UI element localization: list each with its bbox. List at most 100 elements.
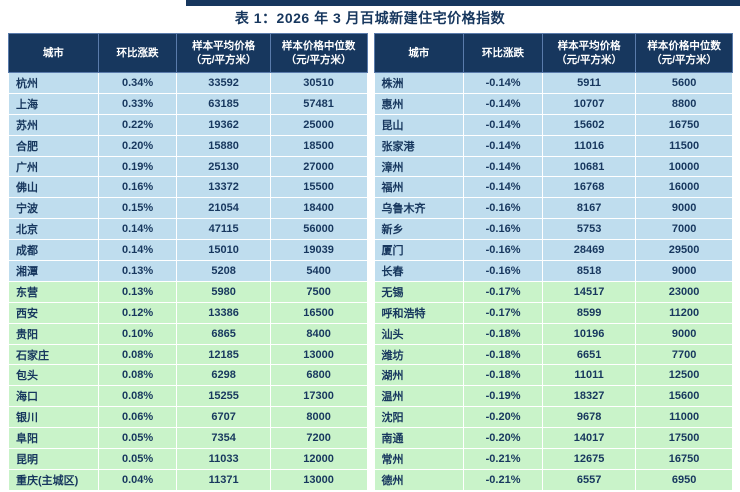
table-row: 沈阳 -0.20% 9678 11000 [373,406,733,429]
avg-price-cell: 8518 [541,260,637,282]
change-cell: 0.13% [97,260,178,282]
avg-price-cell: 15010 [176,239,271,262]
city-cell: 长春 [373,260,465,282]
avg-price-cell: 5208 [176,260,271,282]
table-row: 苏州 0.22% 19362 25000 [8,113,368,136]
change-cell: -0.16% [463,197,543,220]
table-row: 北京 0.14% 47115 56000 [8,218,368,241]
city-cell: 石家庄 [8,343,99,366]
median-price-cell: 25000 [269,113,368,136]
city-cell: 汕头 [373,322,465,345]
city-cell: 沈阳 [373,406,465,429]
city-cell: 北京 [8,218,99,241]
change-cell: -0.14% [463,113,543,136]
median-price-cell: 9000 [635,260,733,282]
avg-price-cell: 6651 [541,343,637,366]
table-row: 昆明 0.05% 11033 12000 [8,448,368,470]
column-header: 样本价格中位数 （元/平方米） [635,33,733,73]
avg-price-cell: 11016 [541,134,637,157]
median-price-cell: 11500 [635,134,733,157]
avg-price-cell: 8599 [541,301,637,324]
city-cell: 湘潭 [8,260,99,282]
median-price-cell: 12000 [269,448,368,470]
change-cell: -0.18% [463,343,543,366]
median-price-cell: 17500 [635,427,733,450]
city-cell: 南通 [373,427,465,450]
avg-price-cell: 16768 [541,176,637,199]
avg-price-cell: 5980 [176,280,271,303]
city-cell: 东营 [8,280,99,303]
median-price-cell: 8000 [269,406,368,429]
change-cell: 0.15% [97,197,178,220]
median-price-cell: 11200 [635,301,733,324]
city-cell: 惠州 [373,92,465,115]
city-cell: 重庆(主城区) [8,468,99,491]
median-price-cell: 56000 [269,218,368,241]
median-price-cell: 9000 [635,197,733,220]
change-cell: -0.18% [463,322,543,345]
city-cell: 漳州 [373,155,465,178]
change-cell: 0.06% [97,406,178,429]
table-row: 包头 0.08% 6298 6800 [8,364,368,387]
median-price-cell: 10000 [635,155,733,178]
change-cell: 0.13% [97,280,178,303]
change-cell: 0.14% [97,218,178,241]
median-price-cell: 7700 [635,343,733,366]
avg-price-cell: 12185 [176,343,271,366]
table-row: 株洲 -0.14% 5911 5600 [373,72,733,94]
median-price-cell: 17300 [269,385,368,408]
city-cell: 海口 [8,385,99,408]
table-row: 常州 -0.21% 12675 16750 [373,448,733,470]
median-price-cell: 7200 [269,427,368,450]
avg-price-cell: 14017 [541,427,637,450]
table-row: 新乡 -0.16% 5753 7000 [373,218,733,241]
avg-price-cell: 7354 [176,427,271,450]
header-row: 城市 环比涨跌 样本平均价格 （元/平方米） 样本价格中位数 （元/平方米） [8,33,368,73]
avg-price-cell: 18327 [541,385,637,408]
city-cell: 成都 [8,239,99,262]
city-cell: 包头 [8,364,99,387]
change-cell: 0.19% [97,155,178,178]
median-price-cell: 16750 [635,113,733,136]
avg-price-cell: 6298 [176,364,271,387]
city-cell: 乌鲁木齐 [373,197,465,220]
change-cell: 0.05% [97,448,178,470]
median-price-cell: 57481 [269,92,368,115]
table-row: 漳州 -0.14% 10681 10000 [373,155,733,178]
avg-price-cell: 5911 [541,72,637,94]
city-cell: 昆明 [8,448,99,470]
change-cell: -0.21% [463,468,543,491]
change-cell: -0.17% [463,280,543,303]
table-row: 惠州 -0.14% 10707 8800 [373,92,733,115]
change-cell: 0.33% [97,92,178,115]
median-price-cell: 7500 [269,280,368,303]
change-cell: 0.08% [97,385,178,408]
table-row: 温州 -0.19% 18327 15600 [373,385,733,408]
table-row: 西安 0.12% 13386 16500 [8,301,368,324]
avg-price-cell: 10707 [541,92,637,115]
change-cell: -0.14% [463,72,543,94]
table-row: 海口 0.08% 15255 17300 [8,385,368,408]
avg-price-cell: 28469 [541,239,637,262]
city-cell: 株洲 [373,72,465,94]
median-price-cell: 27000 [269,155,368,178]
city-cell: 无锡 [373,280,465,303]
column-header: 城市 [8,33,99,73]
median-price-cell: 15500 [269,176,368,199]
change-cell: -0.14% [463,92,543,115]
avg-price-cell: 11011 [541,364,637,387]
avg-price-cell: 10681 [541,155,637,178]
change-cell: 0.34% [97,72,178,94]
change-cell: -0.16% [463,260,543,282]
change-cell: 0.04% [97,468,178,491]
city-cell: 银川 [8,406,99,429]
table-row: 石家庄 0.08% 12185 13000 [8,343,368,366]
table-row: 贵阳 0.10% 6865 8400 [8,322,368,345]
table-row: 合肥 0.20% 15880 18500 [8,134,368,157]
avg-price-cell: 6865 [176,322,271,345]
change-cell: 0.20% [97,134,178,157]
table-row: 德州 -0.21% 6557 6950 [373,468,733,491]
avg-price-cell: 19362 [176,113,271,136]
avg-price-cell: 6557 [541,468,637,491]
column-header: 样本平均价格 （元/平方米） [176,33,271,73]
